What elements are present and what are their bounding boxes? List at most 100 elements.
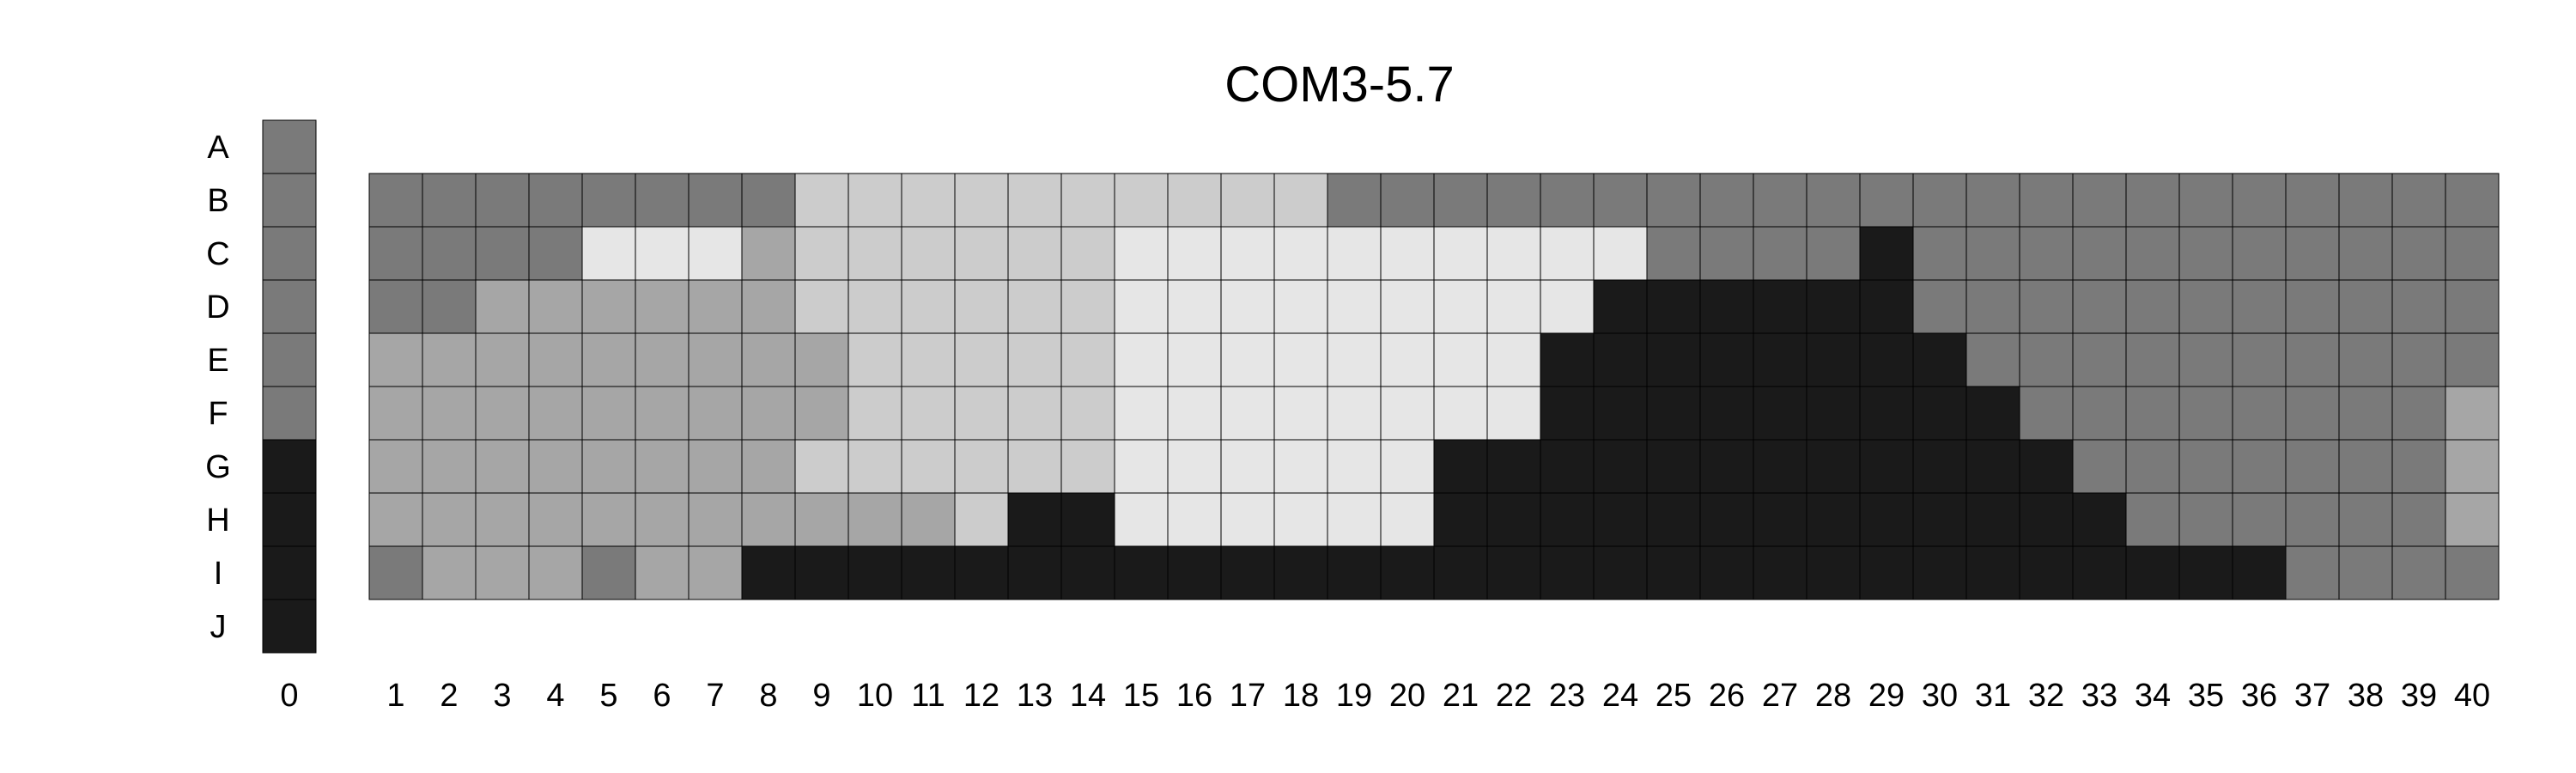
heatmap-cell <box>1167 492 1222 547</box>
heatmap-cell <box>2072 492 2127 547</box>
heatmap-cell <box>528 173 583 228</box>
heatmap-cell <box>2391 386 2446 441</box>
heatmap-cell <box>1806 226 1861 281</box>
heatmap-cell <box>2338 332 2393 387</box>
heatmap-cell <box>794 332 849 387</box>
heatmap-cell <box>1753 386 1807 441</box>
heatmap-cell <box>1593 492 1648 547</box>
heatmap-cell <box>901 386 956 441</box>
row-label: F <box>208 396 228 432</box>
heatmap-cell <box>848 386 902 441</box>
column-label: 9 <box>812 678 830 714</box>
heatmap-cell <box>422 492 477 547</box>
heatmap-cell <box>741 492 796 547</box>
row-label: G <box>205 449 231 485</box>
heatmap-cell <box>901 332 956 387</box>
heatmap-cell <box>2072 386 2127 441</box>
heatmap-cell <box>1965 386 2020 441</box>
heatmap-cell <box>1060 279 1115 334</box>
heatmap-cell <box>794 545 849 600</box>
heatmap-cell <box>368 226 423 281</box>
reference-cell <box>262 545 317 600</box>
heatmap-cell <box>1007 173 1062 228</box>
heatmap-cell <box>954 545 1009 600</box>
heatmap-cell <box>1540 386 1595 441</box>
heatmap-cell <box>1380 439 1435 494</box>
column-label: 36 <box>2241 678 2277 714</box>
heatmap-cell <box>1433 332 1488 387</box>
reference-cell <box>262 173 317 228</box>
column-label: 30 <box>1922 678 1958 714</box>
heatmap-cell <box>1114 279 1169 334</box>
heatmap-cell <box>2232 439 2287 494</box>
heatmap-cell <box>1646 226 1701 281</box>
heatmap-cell <box>422 226 477 281</box>
heatmap-cell <box>2072 173 2127 228</box>
heatmap-cell <box>1859 545 1914 600</box>
heatmap-cell <box>1060 545 1115 600</box>
heatmap-cell <box>422 332 477 387</box>
heatmap-cell <box>1806 332 1861 387</box>
heatmap-cell <box>2232 173 2287 228</box>
column-label: 24 <box>1602 678 1638 714</box>
heatmap-cell <box>2338 226 2393 281</box>
heatmap-cell <box>2391 545 2446 600</box>
heatmap-cell <box>635 279 690 334</box>
heatmap-cell <box>1486 226 1541 281</box>
heatmap-cell <box>635 545 690 600</box>
heatmap-cell <box>2178 545 2233 600</box>
heatmap-cell <box>1114 173 1169 228</box>
heatmap-cell <box>901 226 956 281</box>
heatmap-cell <box>1699 173 1754 228</box>
heatmap-cell <box>1593 279 1648 334</box>
heatmap-cell <box>1965 332 2020 387</box>
heatmap-cell <box>1220 226 1275 281</box>
heatmap-cell <box>1380 386 1435 441</box>
heatmap-cell <box>1433 386 1488 441</box>
heatmap-cell <box>1859 279 1914 334</box>
heatmap-cell <box>2338 492 2393 547</box>
heatmap-cell <box>1646 545 1701 600</box>
heatmap-cell <box>848 439 902 494</box>
heatmap-cell <box>2019 332 2074 387</box>
heatmap-cell <box>1220 173 1275 228</box>
heatmap-cell <box>2019 279 2074 334</box>
heatmap-cell <box>2445 492 2500 547</box>
column-label: 25 <box>1656 678 1692 714</box>
heatmap-cell <box>2338 173 2393 228</box>
column-label: 28 <box>1815 678 1851 714</box>
column-label: 34 <box>2135 678 2171 714</box>
reference-column <box>262 119 317 654</box>
heatmap-cell <box>1060 492 1115 547</box>
heatmap-cell <box>1114 545 1169 600</box>
heatmap-cell <box>688 279 743 334</box>
heatmap-cell <box>1007 492 1062 547</box>
heatmap-cell <box>901 279 956 334</box>
column-label: 14 <box>1070 678 1106 714</box>
heatmap-cell <box>848 492 902 547</box>
heatmap-cell <box>1007 279 1062 334</box>
heatmap-cell <box>635 439 690 494</box>
heatmap-cell <box>1540 332 1595 387</box>
heatmap-cell <box>2072 332 2127 387</box>
heatmap-cell <box>1114 439 1169 494</box>
heatmap-cell <box>2072 226 2127 281</box>
heatmap-cell <box>475 226 530 281</box>
heatmap-cell <box>1965 492 2020 547</box>
heatmap-cell <box>2391 439 2446 494</box>
heatmap-cell <box>848 332 902 387</box>
heatmap-cell <box>1380 279 1435 334</box>
heatmap-cell <box>2338 439 2393 494</box>
heatmap-cell <box>954 332 1009 387</box>
heatmap-cell <box>1220 386 1275 441</box>
row-label: A <box>207 130 229 166</box>
heatmap-cell <box>368 386 423 441</box>
heatmap-cell <box>1593 173 1648 228</box>
heatmap-cell <box>2072 545 2127 600</box>
heatmap-cell <box>2285 226 2340 281</box>
heatmap-cell <box>848 545 902 600</box>
heatmap-cell <box>1593 226 1648 281</box>
heatmap-cell <box>2019 545 2074 600</box>
heatmap-cell <box>1007 545 1062 600</box>
heatmap-cell <box>1699 279 1754 334</box>
